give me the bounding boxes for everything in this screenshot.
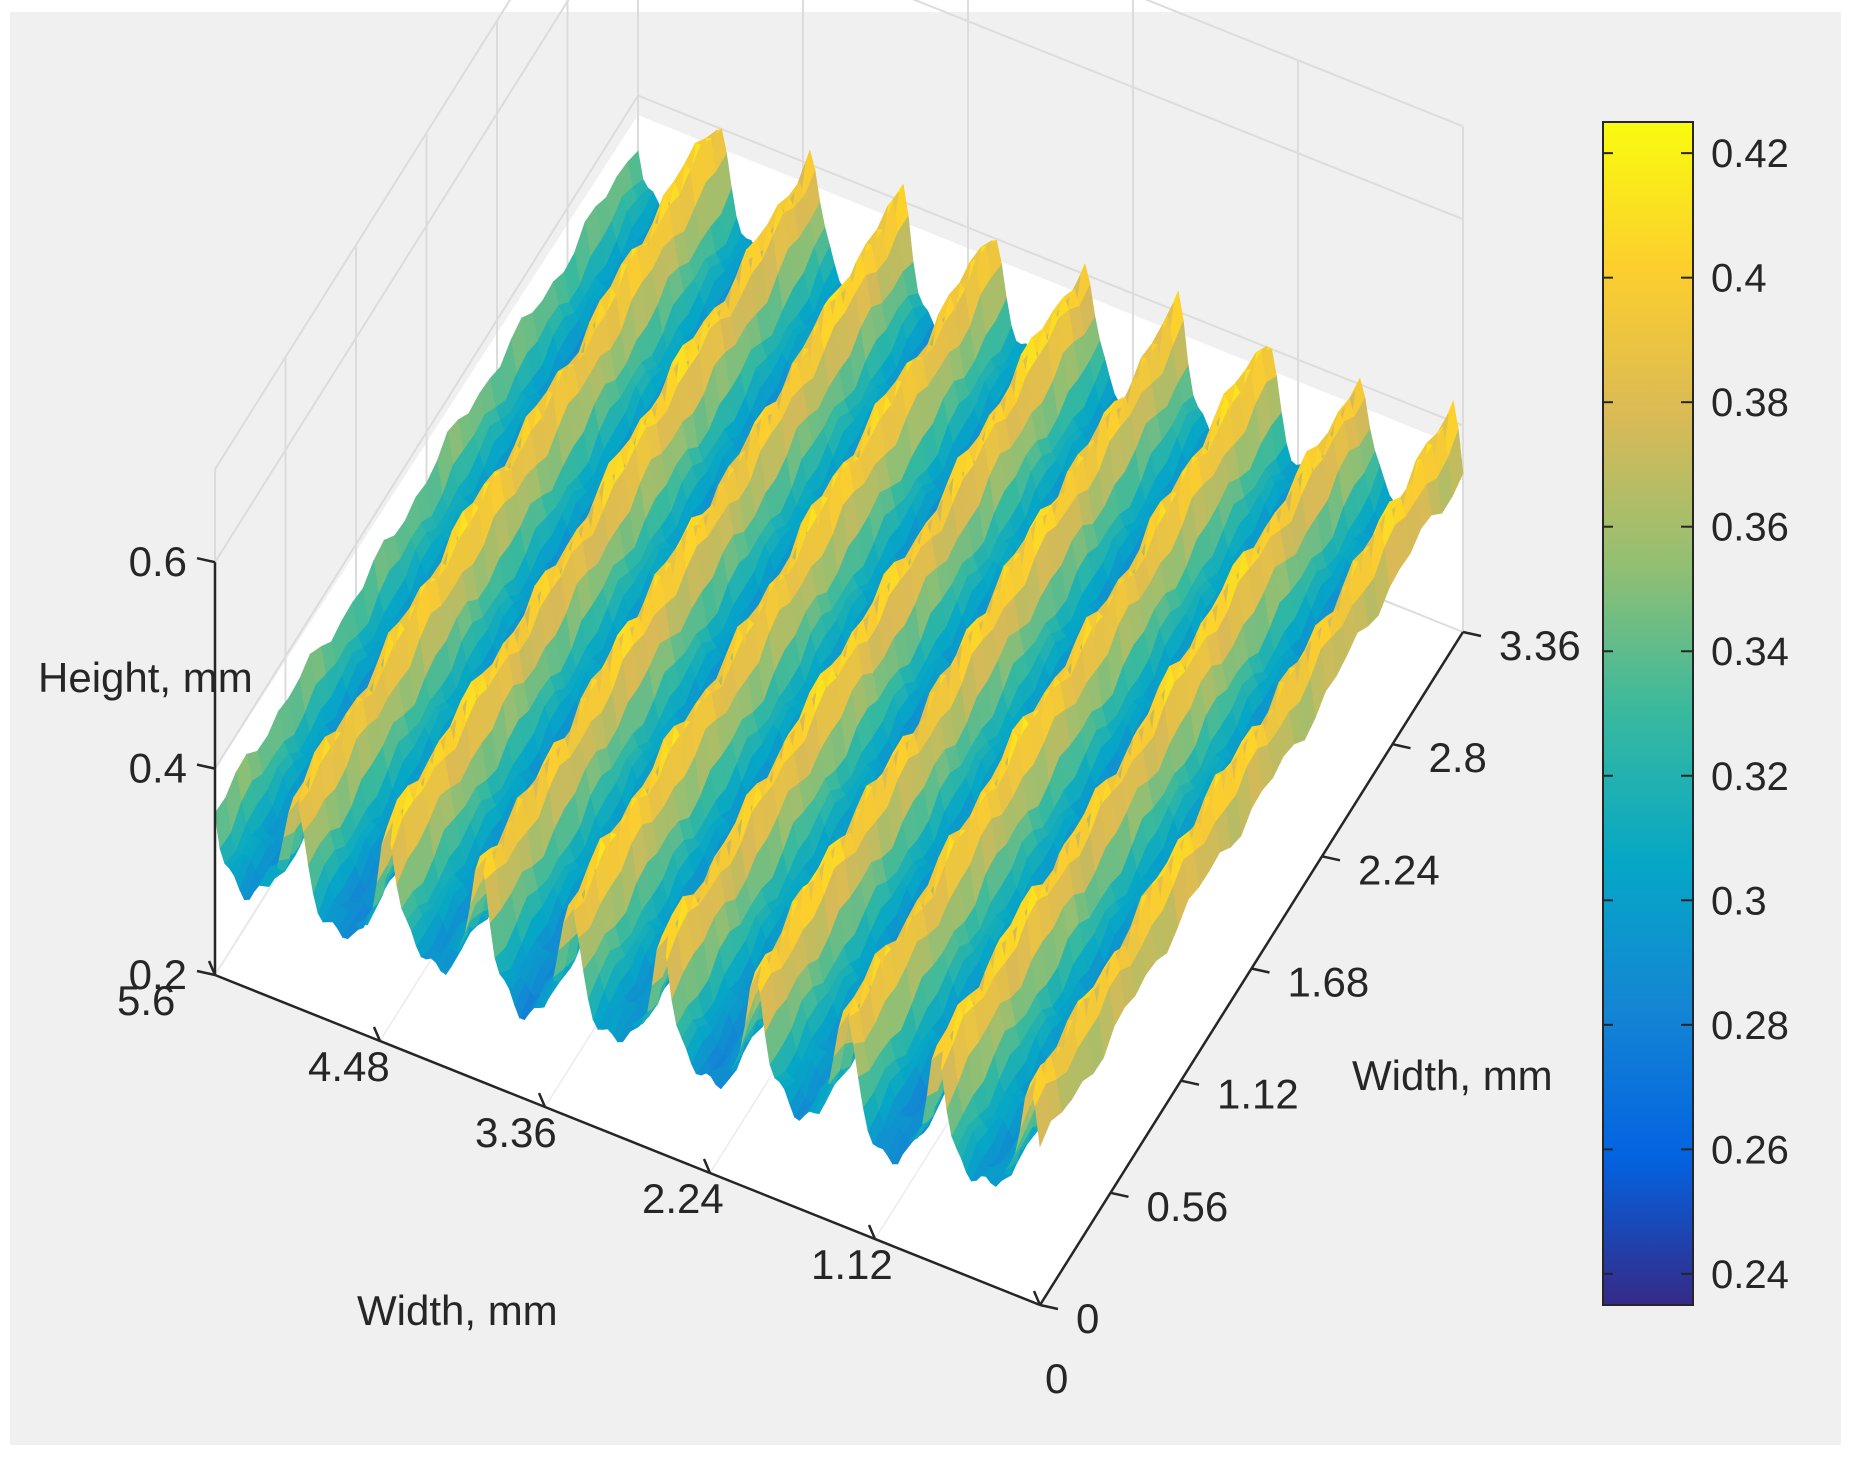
- grid-line: [214, 94, 1464, 770]
- surface: [214, 128, 1464, 1187]
- grid-line: [214, 0, 1464, 470]
- grid-line: [214, 0, 1464, 563]
